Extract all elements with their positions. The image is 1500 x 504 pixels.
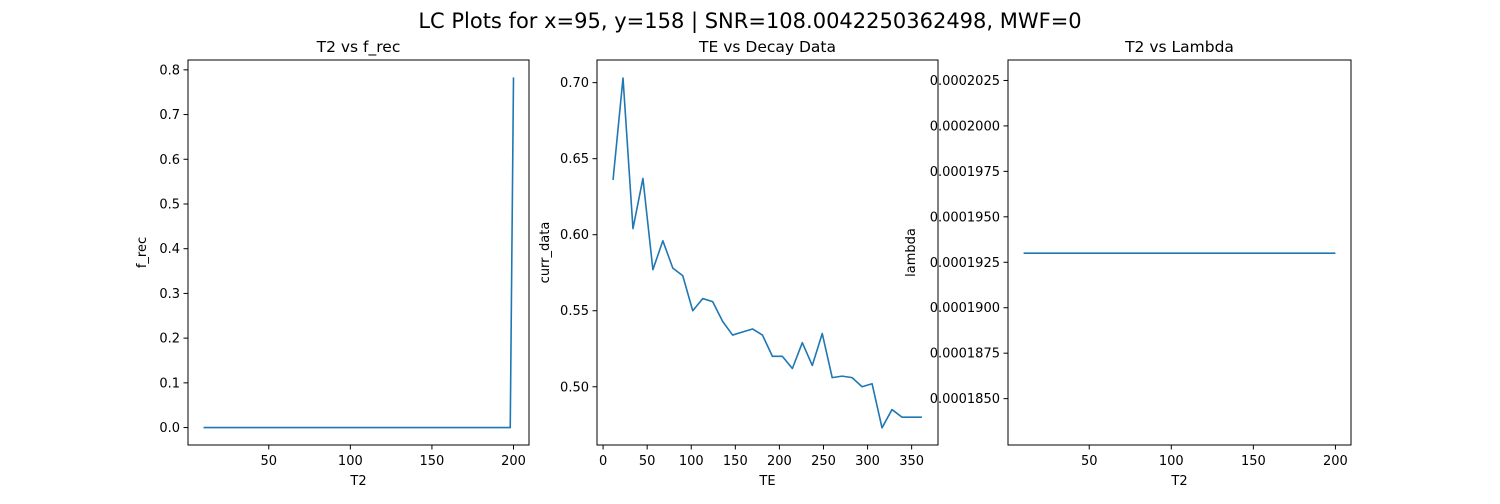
y-tick-label: 0.50 <box>560 380 589 395</box>
y-tick-label: 0.0002025 <box>930 74 1000 89</box>
x-tick-label: 150 <box>420 454 445 469</box>
y-tick-label: 0.6 <box>159 153 180 168</box>
figure-suptitle: LC Plots for x=95, y=158 | SNR=108.00422… <box>418 9 1081 34</box>
x-axis-label: T2 <box>1170 474 1187 489</box>
subplots: 50 100 150 200 0.0 0.1 0.2 0.3 0.4 0.5 0.6 0.7 0.8 T2… <box>135 38 1352 489</box>
x-tick-label: 100 <box>1159 454 1184 469</box>
x-tick-label: 250 <box>811 454 836 469</box>
y-tick-label: 0.0001925 <box>930 256 1000 271</box>
x-tick-label: 50 <box>1081 454 1098 469</box>
subplot-t2-lambda: 50 100 150 200 0.0001850 0.0001875 0.0001900 0.… <box>904 38 1352 489</box>
y-tick-label: 0.0001875 <box>930 347 1000 362</box>
subplot-title: T2 vs Lambda <box>1124 38 1234 56</box>
x-tick-label: 300 <box>855 454 880 469</box>
y-tick-label: 0.70 <box>560 76 589 91</box>
subplot-title: T2 vs f_rec <box>316 38 401 57</box>
x-tick-label: 0 <box>599 454 607 469</box>
x-axis-label: TE <box>758 474 775 489</box>
y-tick-label: 0.55 <box>560 304 589 319</box>
x-tick-label: 100 <box>679 454 704 469</box>
y-axis-label: curr_data <box>538 222 553 284</box>
y-tick-label: 0.0001900 <box>930 301 1000 316</box>
y-tick-label: 0.0002000 <box>930 119 1000 134</box>
x-tick-label: 150 <box>723 454 748 469</box>
y-tick-label: 0.7 <box>159 108 180 123</box>
subplot-title: TE vs Decay Data <box>698 38 836 56</box>
x-tick-label: 200 <box>501 454 526 469</box>
axes-frame <box>1007 59 1352 446</box>
y-tick-label: 0.1 <box>159 376 180 391</box>
y-tick-label: 0.3 <box>159 287 180 302</box>
y-tick-label: 0.0001850 <box>930 392 1000 407</box>
subplot-te-decay: 0 50 100 150 200 250 300 350 0.50 0.55 0.60 0.65 0.7… <box>538 38 939 489</box>
x-tick-label: 150 <box>1241 454 1266 469</box>
x-tick-label: 200 <box>1323 454 1348 469</box>
y-tick-label: 0.0 <box>159 421 180 436</box>
subplot-t2-frec: 50 100 150 200 0.0 0.1 0.2 0.3 0.4 0.5 0.6 0.7 0.8 T2… <box>135 38 530 489</box>
y-axis-label: lambda <box>904 228 919 277</box>
x-tick-label: 50 <box>260 454 277 469</box>
y-axis-label: f_rec <box>135 237 150 268</box>
axes-frame <box>187 59 530 446</box>
y-tick-label: 0.4 <box>159 242 180 257</box>
y-tick-label: 0.8 <box>159 63 180 78</box>
series-line-0 <box>612 77 922 429</box>
x-axis-label: T2 <box>349 474 366 489</box>
x-tick-label: 200 <box>767 454 792 469</box>
axes-frame <box>596 59 939 446</box>
y-tick-label: 0.60 <box>560 228 589 243</box>
x-tick-label: 350 <box>899 454 924 469</box>
series-line-0 <box>203 77 515 429</box>
y-tick-label: 0.0001975 <box>930 165 1000 180</box>
y-tick-label: 0.0001950 <box>930 210 1000 225</box>
y-tick-label: 0.65 <box>560 152 589 167</box>
x-tick-label: 50 <box>639 454 656 469</box>
y-tick-label: 0.2 <box>159 332 180 347</box>
y-tick-label: 0.5 <box>159 197 180 212</box>
x-tick-label: 100 <box>338 454 363 469</box>
